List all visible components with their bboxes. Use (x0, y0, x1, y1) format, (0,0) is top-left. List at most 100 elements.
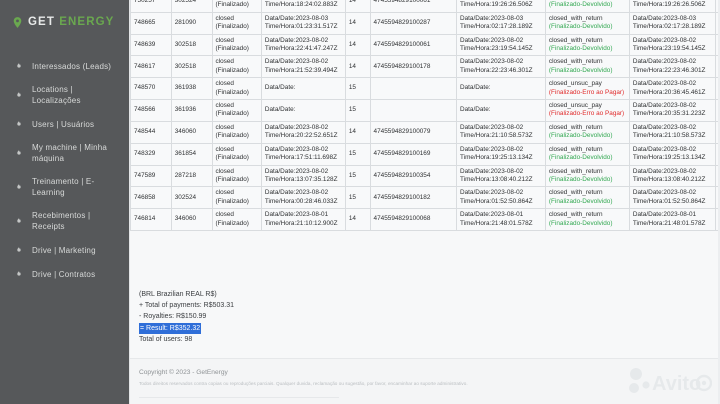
cell-sub-id: 287218 (170, 164, 213, 188)
date-label: Data/Date:2023-08-02 (632, 123, 697, 131)
table-row[interactable]: 748665 281090 closed (Finalizado) Data/D… (130, 11, 720, 35)
sidebar-item-interessados-leads[interactable]: Interessados (Leads) (0, 54, 129, 78)
cell-status: closed (Finalizado) (211, 99, 262, 122)
cell-status-2: closed_with_return (Finalizado-Devolvido… (544, 0, 630, 13)
time-label: Time/Hora:13:07:35.128Z (264, 175, 338, 183)
flame-icon (14, 119, 23, 130)
table-row[interactable]: 748329 361854 closed (Finalizado) Data/D… (130, 142, 720, 166)
status-pt: (Finalizado-Devolvido) (548, 66, 613, 74)
result-line-wrapper: = Result: R$352.32 (139, 322, 234, 334)
status-pt: (Finalizado) (215, 132, 249, 140)
table-row[interactable]: 748639 302518 closed (Finalizado) Data/D… (130, 33, 720, 57)
date-label: Data/Date: (459, 84, 491, 92)
cell-datetime-2: Data/Date:2023-08-02 Time/Hora:19:25:13.… (455, 142, 546, 166)
time-label: Time/Hora:20:36:45.461Z (632, 88, 706, 96)
cell-status: closed (Finalizado) (211, 33, 262, 57)
date-label: Data/Date: (264, 84, 296, 92)
time-label: Time/Hora:22:23:46.301Z (632, 66, 706, 74)
cell-status: closed (Finalizado) (211, 164, 262, 188)
table-row[interactable]: 748566 361936 closed (Finalizado) Data/D… (130, 99, 720, 122)
cell-datetime-2: Data/Date: (455, 99, 546, 122)
time-label: Time/Hora:23:19:54.145Z (459, 45, 533, 53)
sidebar-item-locations-localizacoes[interactable]: Locations | Localizações (0, 78, 129, 112)
cell-id: 748329 (130, 142, 172, 166)
status-pt: (Finalizado-Devolvido) (548, 1, 613, 9)
date-label: Data/Date:2023-08-02 (264, 189, 329, 197)
app-logo[interactable]: GET ENERGY (0, 0, 129, 34)
cell-sub-id: 361854 (170, 142, 213, 166)
cell-status-2: closed_unsuc_pay (Finalizado-Erro ao Pag… (544, 99, 630, 122)
cell-datetime-3: Data/Date:2023-08-03 Time/Hora:19:26:26.… (628, 0, 717, 13)
sidebar-nav: Interessados (Leads) Locations | Localiz… (0, 54, 129, 286)
cell-tracking: 4745594829100061 (369, 33, 457, 57)
time-label: Time/Hora:20:35:31.223Z (632, 110, 706, 118)
cell-sub-id: 302518 (170, 33, 213, 57)
flame-icon (14, 182, 23, 193)
sidebar-item-users-usuarios[interactable]: Users | Usuários (0, 112, 129, 136)
cell-status-2: closed_with_return (Finalizado-Devolvido… (544, 164, 630, 188)
time-label: Time/Hora:17:51:11.698Z (264, 154, 337, 162)
cell-quantity: 15 (344, 142, 371, 166)
status-en: closed_with_return (548, 145, 603, 153)
status-en: closed (215, 58, 234, 66)
cell-datetime-2: Data/Date:2023-08-02 Time/Hora:22:23:46.… (455, 55, 546, 79)
table-row[interactable]: 746858 302524 closed (Finalizado) Data/D… (130, 186, 720, 210)
table-row[interactable]: 747589 287218 closed (Finalizado) Data/D… (130, 164, 720, 188)
sidebar-item-drive-contratos[interactable]: Drive | Contratos (0, 262, 129, 286)
cell-datetime: Data/Date: (260, 99, 346, 122)
date-label: Data/Date:2023-08-01 (632, 211, 697, 219)
cell-id: 748570 (130, 77, 172, 101)
receipts-table-container[interactable]: 750257 302524 closed (Finalizado) Data/D… (130, 0, 720, 231)
total-users-line: Total of users: 98 (139, 335, 193, 343)
cell-tracking: 4745594829100354 (369, 164, 457, 188)
cell-status-2: closed_unsuc_pay (Finalizado-Erro ao Pag… (544, 77, 630, 101)
table-row[interactable]: 748570 361938 closed (Finalizado) Data/D… (130, 77, 720, 101)
cell-tracking: 4745594829100079 (369, 120, 457, 144)
sidebar-item-my-machine-minha-maquina[interactable]: My machine | Minha máquina (0, 136, 129, 170)
table-row[interactable]: 750257 302524 closed (Finalizado) Data/D… (130, 0, 720, 13)
cell-sub-id: 346060 (170, 208, 213, 231)
time-label: Time/Hora:21:10:58.573Z (459, 132, 533, 140)
date-label: Data/Date:2023-08-03 (459, 14, 524, 22)
table-row[interactable]: 748617 302518 closed (Finalizado) Data/D… (130, 55, 720, 79)
date-label: Data/Date:2023-08-02 (264, 36, 329, 44)
cell-datetime: Data/Date:2023-08-02 Time/Hora:00:28:46.… (260, 186, 346, 210)
cell-datetime: Data/Date:2023-08-02 Time/Hora:21:52:39.… (260, 55, 346, 79)
cell-tracking: 4745594829100287 (369, 11, 457, 35)
cell-quantity: 14 (344, 11, 371, 35)
sidebar-item-drive-marketing[interactable]: Drive | Marketing (0, 238, 129, 262)
cell-tracking (369, 99, 457, 122)
cell-datetime-2: Data/Date:2023-08-02 Time/Hora:23:19:54.… (455, 33, 546, 57)
flame-icon (14, 245, 23, 256)
cell-datetime: Data/Date:2023-08-01 Time/Hora:21:10:12.… (260, 208, 346, 231)
cell-tracking (369, 77, 457, 101)
time-label: Time/Hora:22:41:47.247Z (264, 45, 338, 53)
date-label: Data/Date:2023-08-02 (264, 58, 329, 66)
cell-status: closed (Finalizado) (211, 120, 262, 144)
status-pt: (Finalizado-Erro ao Pagar) (548, 110, 625, 118)
cell-sub-id: 346060 (170, 120, 213, 144)
date-label: Data/Date:2023-08-02 (459, 167, 524, 175)
table-row[interactable]: 748544 346060 closed (Finalizado) Data/D… (130, 120, 720, 144)
time-label: Time/Hora:20:22:52.651Z (264, 132, 338, 140)
cell-sub-id: 361938 (170, 77, 213, 101)
time-label: Time/Hora:21:48:01.578Z (632, 219, 706, 227)
cell-tracking: 4745594829100178 (369, 55, 457, 79)
cell-status-2: closed_with_return (Finalizado-Devolvido… (544, 55, 630, 79)
cell-sub-id: 281090 (170, 11, 213, 35)
footer-divider (139, 397, 339, 398)
date-label: Data/Date:2023-08-02 (264, 167, 329, 175)
result-line[interactable]: = Result: R$352.32 (139, 322, 202, 334)
table-row[interactable]: 746814 346060 closed (Finalizado) Data/D… (130, 208, 720, 231)
date-label: Data/Date:2023-08-02 (459, 36, 524, 44)
sidebar-item-recebimentos-receipts[interactable]: Recebimentos | Receipts (0, 204, 129, 238)
time-label: Time/Hora:19:25:13.134Z (632, 154, 706, 162)
cell-datetime-3: Data/Date:2023-08-02 Time/Hora:13:08:40.… (628, 164, 717, 188)
date-label: Data/Date:2023-08-02 (632, 58, 697, 66)
status-en: closed_with_return (548, 123, 603, 131)
sidebar-item-treinamento-elearning[interactable]: Treinamento | E-Learning (0, 170, 129, 204)
status-en: closed (215, 14, 234, 22)
cell-datetime-3: Data/Date:2023-08-02 Time/Hora:21:10:58.… (628, 120, 717, 144)
status-en: closed (215, 189, 234, 197)
sidebar: GET ENERGY Interessados (Leads) Location… (0, 0, 129, 404)
